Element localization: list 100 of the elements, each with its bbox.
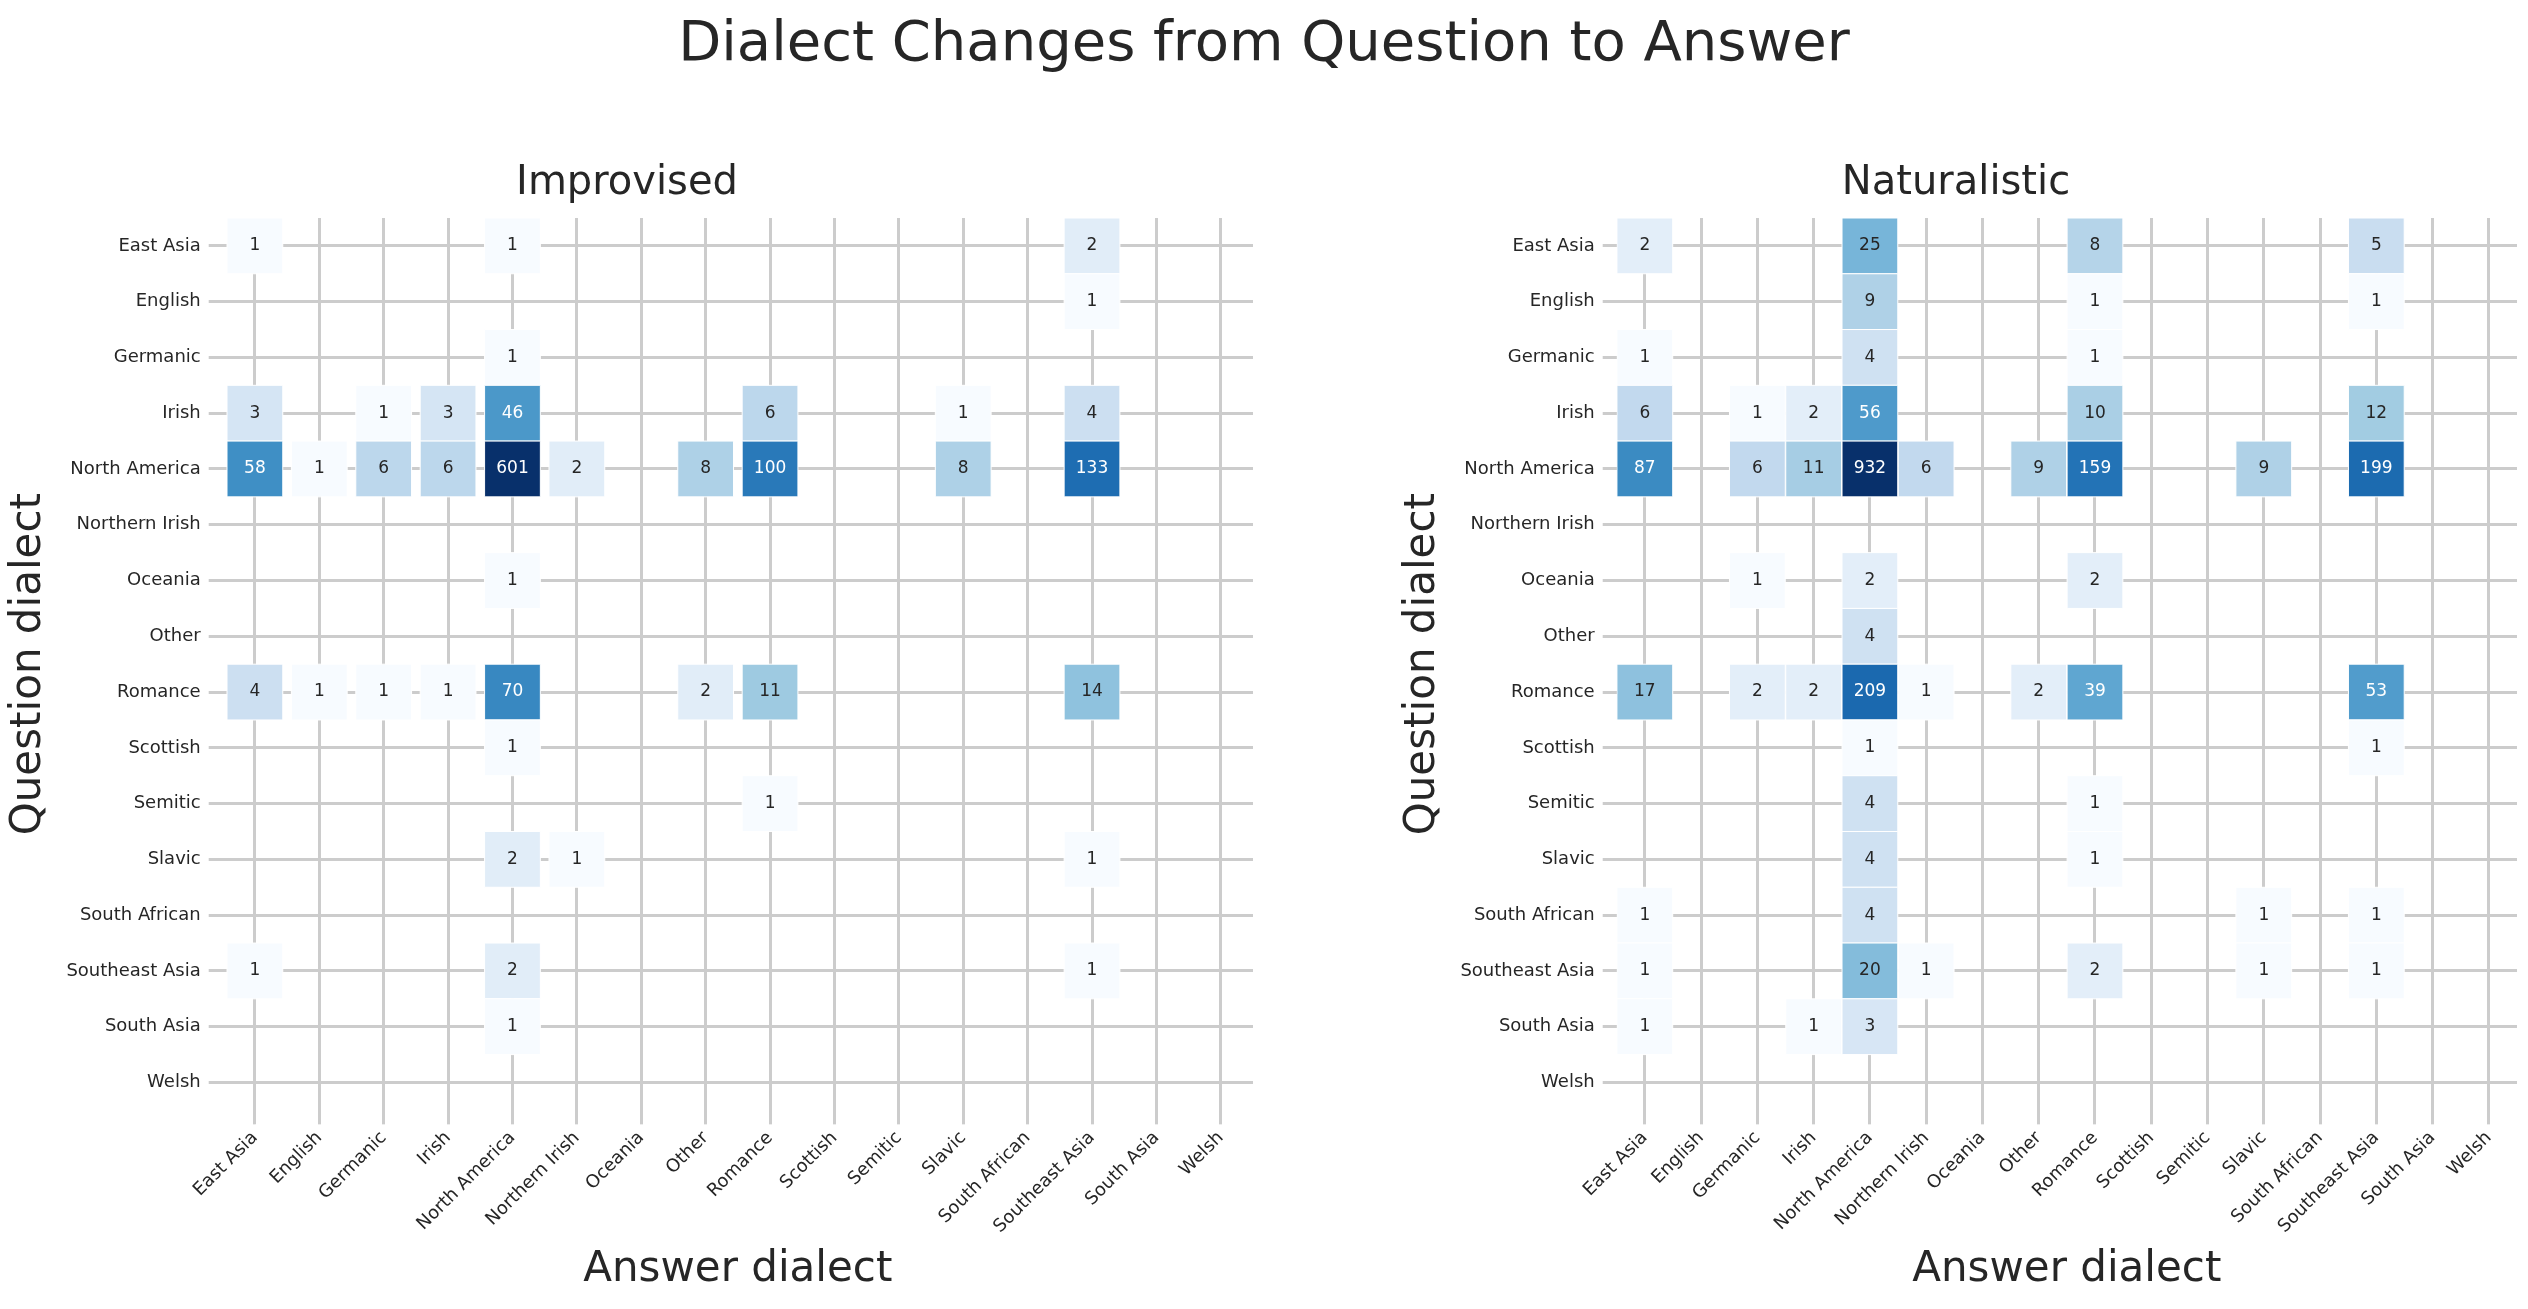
data-label: 2 [1639, 234, 1651, 255]
data-label: 17 [1634, 680, 1656, 701]
x-axis-title: Answer dialect [1912, 1241, 2222, 1291]
data-label: 1 [507, 1015, 518, 1036]
data-label: 20 [1859, 959, 1881, 980]
data-label: 1 [2370, 736, 2382, 757]
y-tick-label: South African [79, 902, 201, 924]
data-label: 5 [2370, 234, 2382, 255]
y-tick-label: Irish [162, 400, 201, 422]
y-tick-label: Germanic [1507, 345, 1595, 367]
y-tick-label: English [135, 289, 201, 311]
data-label: 58 [244, 457, 266, 478]
data-label: 4 [1864, 624, 1876, 645]
data-label: 6 [764, 401, 776, 422]
data-label: 199 [2360, 457, 2393, 478]
y-tick-label: Slavic [1541, 847, 1595, 869]
y-tick-label: Scottish [128, 735, 201, 757]
y-tick-label: Irish [1556, 400, 1595, 422]
data-label: 2 [2089, 959, 2101, 980]
data-label: 1 [249, 234, 261, 255]
data-label: 1 [313, 457, 325, 478]
data-label: 1 [378, 401, 390, 422]
data-label: 1 [2370, 290, 2382, 311]
y-tick-label: Welsh [1541, 1070, 1595, 1092]
y-tick-label: Southeast Asia [1460, 958, 1595, 980]
data-label: 1 [1920, 959, 1932, 980]
data-label: 4 [1864, 847, 1876, 868]
data-label: 1 [378, 680, 390, 701]
data-label: 1 [1086, 959, 1098, 980]
data-label: 1 [507, 234, 518, 255]
data-label: 70 [501, 680, 524, 701]
y-tick-label: South African [1473, 902, 1595, 924]
data-label: 2 [507, 847, 518, 868]
y-tick-label: English [1529, 289, 1595, 311]
data-label: 1 [507, 736, 518, 757]
y-tick-label: East Asia [118, 233, 201, 255]
chart-title: Naturalistic [1841, 157, 2071, 204]
data-label: 6 [378, 457, 390, 478]
data-label: 133 [1075, 457, 1109, 478]
data-label: 3 [249, 401, 261, 422]
data-label: 1 [1639, 903, 1651, 924]
y-tick-label: North America [70, 456, 201, 478]
data-label: 25 [1859, 234, 1881, 255]
data-label: 2 [700, 680, 712, 701]
data-label: 1 [1751, 568, 1763, 589]
y-tick-label: South Asia [104, 1014, 201, 1036]
data-label: 11 [759, 680, 781, 701]
data-label: 2 [2033, 680, 2045, 701]
y-tick-label: Other [149, 623, 202, 645]
data-label: 6 [442, 457, 454, 478]
data-label: 14 [1081, 680, 1103, 701]
data-label: 209 [1853, 680, 1887, 701]
y-tick-label: Romance [117, 679, 201, 701]
data-label: 2 [1751, 680, 1763, 701]
y-axis-title: Question dialect [1395, 493, 1445, 836]
data-label: 4 [249, 680, 261, 701]
y-tick-label: Southeast Asia [66, 958, 201, 980]
data-label: 1 [1639, 345, 1651, 366]
data-label: 601 [496, 457, 529, 478]
data-label: 9 [2033, 457, 2045, 478]
data-label: 1 [1086, 290, 1098, 311]
data-label: 8 [700, 457, 712, 478]
data-label: 12 [2365, 401, 2388, 422]
data-label: 2 [571, 457, 583, 478]
data-label: 1 [2258, 903, 2270, 924]
data-label: 2 [1086, 234, 1098, 255]
data-label: 1 [1751, 401, 1763, 422]
data-label: 9 [1864, 290, 1876, 311]
y-tick-label: Semitic [1527, 791, 1595, 813]
data-label: 1 [442, 680, 454, 701]
data-label: 1 [2370, 903, 2382, 924]
data-label: 1 [2370, 959, 2382, 980]
data-label: 1 [764, 792, 776, 813]
data-label: 2 [1808, 401, 1820, 422]
y-tick-label: Scottish [1522, 735, 1595, 757]
data-label: 1 [507, 568, 518, 589]
y-tick-label: Northern Irish [1470, 512, 1595, 534]
chart-title: Improvised [516, 157, 738, 204]
data-label: 6 [1639, 401, 1651, 422]
data-label: 2 [1864, 568, 1876, 589]
data-label: 8 [957, 457, 969, 478]
y-tick-label: South Asia [1498, 1014, 1595, 1036]
data-label: 46 [501, 401, 524, 422]
data-label: 4 [1864, 345, 1876, 366]
data-label: 1 [1639, 1015, 1651, 1036]
y-tick-label: Romance [1511, 679, 1595, 701]
data-label: 1 [1864, 736, 1876, 757]
data-label: 1 [2089, 792, 2101, 813]
y-tick-label: Germanic [113, 345, 201, 367]
y-tick-label: Welsh [147, 1070, 201, 1092]
data-label: 1 [507, 345, 518, 366]
data-label: 11 [1802, 457, 1825, 478]
data-label: 932 [1853, 457, 1887, 478]
data-label: 100 [753, 457, 787, 478]
data-label: 6 [1751, 457, 1763, 478]
y-tick-label: Oceania [127, 568, 201, 590]
y-tick-label: Slavic [147, 847, 201, 869]
data-label: 159 [2078, 457, 2112, 478]
data-label: 3 [442, 401, 454, 422]
data-label: 4 [1086, 401, 1098, 422]
